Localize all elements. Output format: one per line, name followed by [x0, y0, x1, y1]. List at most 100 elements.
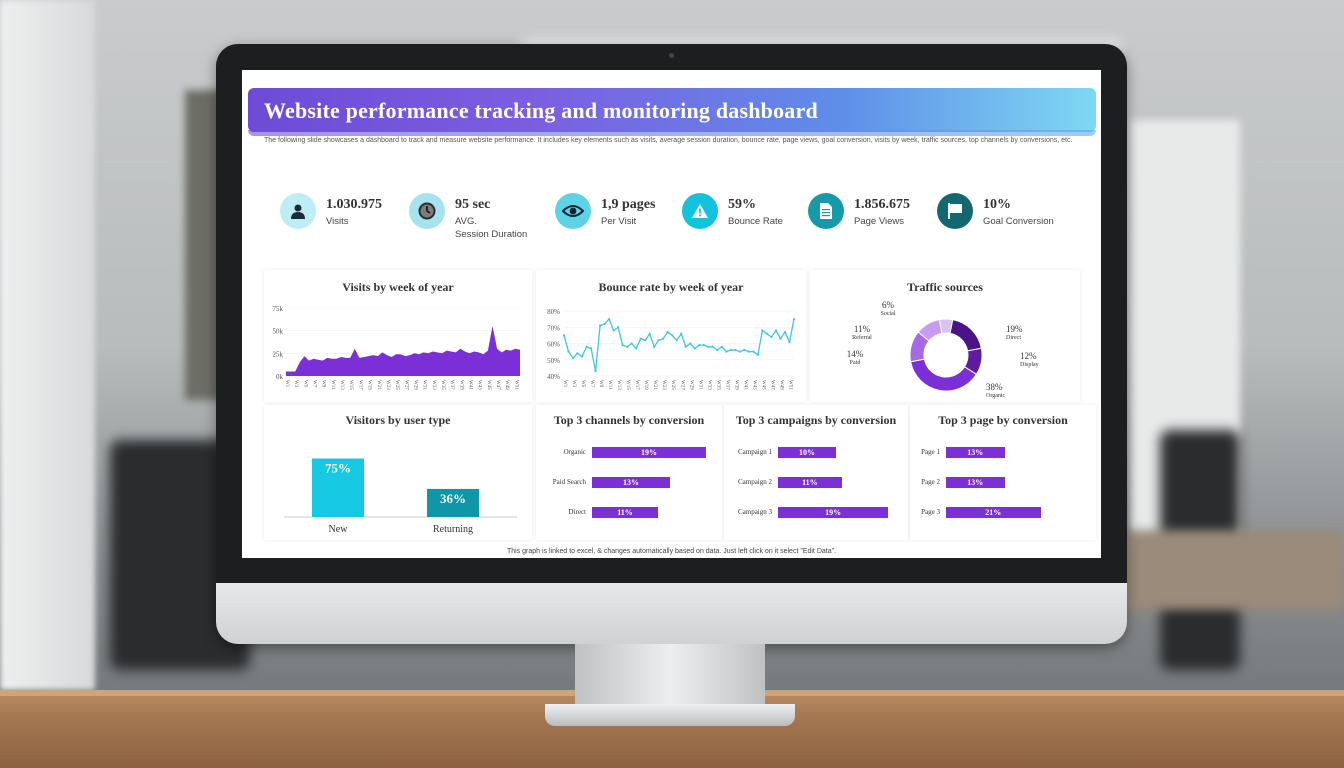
bounce-rate-point	[680, 332, 683, 335]
bounce-rate-point	[702, 344, 705, 347]
bounce-rate-point	[729, 348, 732, 352]
bar-category-label: Page 1	[921, 448, 940, 456]
x-tick-label: W37	[449, 380, 454, 390]
flag-icon	[937, 193, 973, 229]
kpi-value: 1.856.675	[854, 197, 910, 212]
x-tick-label: W43	[477, 380, 482, 390]
x-tick-label: W17	[634, 380, 639, 390]
user-icon	[280, 193, 316, 229]
visits-by-week-panel: Visits by week of year 75k 50k 25k 0k W1 W3 W5…	[264, 270, 532, 402]
slice-value-label: 19%	[1006, 324, 1023, 334]
bounce-rate-point	[761, 329, 764, 332]
x-tick-label: W51	[787, 380, 792, 390]
bounce-rate-point	[765, 332, 769, 335]
horizontal-bar: 10%	[778, 447, 836, 458]
bounce-rate-point	[562, 334, 566, 337]
x-tick-label: W41	[742, 380, 747, 390]
x-tick-label: W47	[769, 380, 774, 390]
x-tick-label: W29	[412, 380, 417, 390]
bounce-rate-point	[607, 318, 611, 321]
x-tick-label: W25	[670, 380, 675, 390]
bounce-rate-point	[571, 357, 575, 360]
bounce-rate-point	[743, 348, 746, 352]
background-window	[0, 0, 95, 690]
bounce-rate-point	[698, 344, 701, 347]
x-tick-label: W21	[652, 380, 657, 390]
x-tick-label: W17	[357, 380, 362, 390]
x-tick-label: W23	[385, 380, 390, 390]
x-tick-label: W19	[643, 380, 648, 390]
x-tick-label: W23	[661, 380, 666, 390]
user-type-bar-new	[312, 458, 364, 517]
bounce-rate-line-chart: 80% 70% 60% 50% 40%W1 W3 W5 W7 W9 W11 W13 W15 W17 W19…	[547, 308, 796, 390]
bounce-rate-point	[684, 345, 687, 348]
y-tick-label: 50k	[273, 328, 284, 336]
x-tick-label: W27	[679, 380, 684, 390]
x-tick-label: W41	[468, 380, 473, 390]
bounce-rate-point	[689, 342, 692, 345]
kpi-label-line1: AVG.	[455, 216, 477, 227]
bounce-rate-point	[783, 331, 787, 334]
top-pages-panel: Top 3 page by conversion Page 1 13% Page 2…	[910, 405, 1096, 540]
page-subtitle: The following slide showcases a dashboar…	[264, 137, 1073, 144]
bar-category-label: Organic	[563, 448, 586, 456]
slice-value-label: 38%	[986, 382, 1003, 392]
bounce-rate-point	[589, 347, 593, 350]
x-tick-label: W3	[293, 380, 298, 388]
bounce-rate-panel: Bounce rate by week of year 80% 70% 60% 50%…	[536, 270, 806, 402]
y-tick-label: 40%	[547, 373, 560, 381]
x-tick-label: W39	[733, 380, 738, 390]
kpi-value: 1,9 pages	[601, 197, 656, 212]
user-type-bar-returning	[427, 488, 479, 517]
x-tick-label: W13	[616, 380, 621, 390]
x-tick-label: W33	[706, 380, 711, 390]
monitor-chin	[216, 583, 1127, 644]
slice-category-label: Referral	[852, 334, 872, 341]
x-tick-label: W45	[760, 380, 765, 390]
x-tick-label: W5	[580, 380, 585, 388]
donut-slice-direct	[949, 319, 982, 352]
x-tick-label: W15	[348, 380, 353, 390]
top-campaigns-panel: Top 3 campaigns by conversion Campaign 1…	[724, 405, 908, 540]
slice-value-label: 11%	[854, 324, 871, 334]
bounce-rate-point	[666, 331, 669, 334]
slice-value-label: 14%	[847, 349, 864, 359]
bounce-rate-point	[639, 337, 642, 340]
y-tick-label: 0k	[276, 373, 284, 381]
bounce-rate-point	[567, 350, 570, 353]
clock-icon	[409, 193, 445, 229]
bounce-rate-point	[738, 350, 741, 353]
y-tick-label: 25k	[273, 350, 284, 358]
x-tick-label: W3	[571, 380, 576, 388]
x-tick-label: W9	[598, 380, 603, 388]
x-tick-label: W11	[330, 380, 335, 390]
slice-category-label: Direct	[1006, 335, 1021, 341]
bar-category-label: Page 2	[921, 478, 940, 486]
x-tick-label: W11	[607, 380, 612, 390]
horizontal-bar: 21%	[946, 507, 1041, 518]
bounce-rate-point	[580, 355, 584, 358]
bounce-rate-point	[725, 350, 728, 353]
bar-category-label: Page 3	[921, 508, 940, 516]
horizontal-bar: 19%	[592, 447, 706, 458]
bounce-rate-point	[675, 339, 678, 342]
bounce-rate-point	[752, 350, 755, 353]
bounce-rate-point	[621, 344, 624, 347]
y-tick-label: 50%	[547, 357, 560, 365]
chart-title: Traffic sources	[907, 280, 983, 294]
bounce-rate-point	[612, 329, 615, 332]
x-tick-label: W45	[486, 380, 491, 390]
bar-category-label: Campaign 2	[737, 478, 772, 486]
bounce-rate-point	[626, 345, 629, 348]
slice-category-label: Paid	[850, 360, 861, 366]
bounce-rate-point	[594, 370, 597, 373]
top-channels-panel: Top 3 channels by conversion Organic 19% P…	[536, 405, 722, 540]
bar-category-label: Campaign 3	[737, 508, 772, 516]
y-tick-label: 70%	[547, 324, 560, 332]
bounce-rate-point	[617, 326, 620, 329]
x-tick-label: W1	[562, 380, 567, 388]
donut-slice-referral	[917, 319, 943, 342]
chart-title: Bounce rate by week of year	[598, 280, 744, 294]
x-tick-label: W37	[724, 380, 729, 390]
bounce-rate-point	[662, 337, 665, 340]
